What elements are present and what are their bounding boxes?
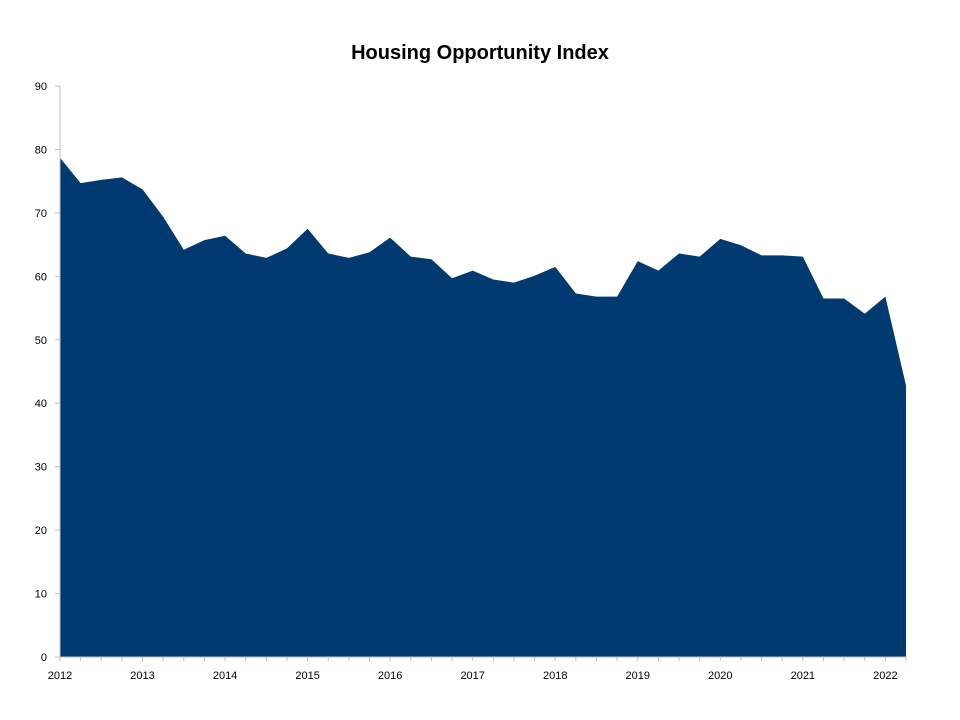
x-tick-label: 2021	[791, 670, 815, 682]
x-tick-label: 2012	[48, 670, 72, 682]
y-tick-label: 50	[35, 335, 47, 347]
y-tick-label: 40	[35, 398, 47, 410]
x-tick-label: 2016	[378, 670, 402, 682]
y-tick-label: 30	[35, 462, 47, 474]
x-tick-label: 2013	[130, 670, 154, 682]
y-tick-label: 20	[35, 525, 47, 537]
x-tick-label: 2014	[213, 670, 237, 682]
x-tick-label: 2019	[626, 670, 650, 682]
y-tick-label: 10	[35, 589, 47, 601]
y-tick-label: 90	[35, 81, 47, 93]
y-tick-label: 70	[35, 208, 47, 220]
chart-title: Housing Opportunity Index	[351, 42, 609, 64]
y-tick-label: 0	[41, 652, 47, 664]
y-tick-label: 80	[35, 144, 47, 156]
y-tick-label: 60	[35, 271, 47, 283]
area-series	[60, 157, 906, 657]
x-tick-label: 2017	[460, 670, 484, 682]
x-tick-label: 2015	[295, 670, 319, 682]
x-tick-label: 2020	[708, 670, 732, 682]
x-tick-label: 2022	[873, 670, 897, 682]
x-tick-label: 2018	[543, 670, 567, 682]
